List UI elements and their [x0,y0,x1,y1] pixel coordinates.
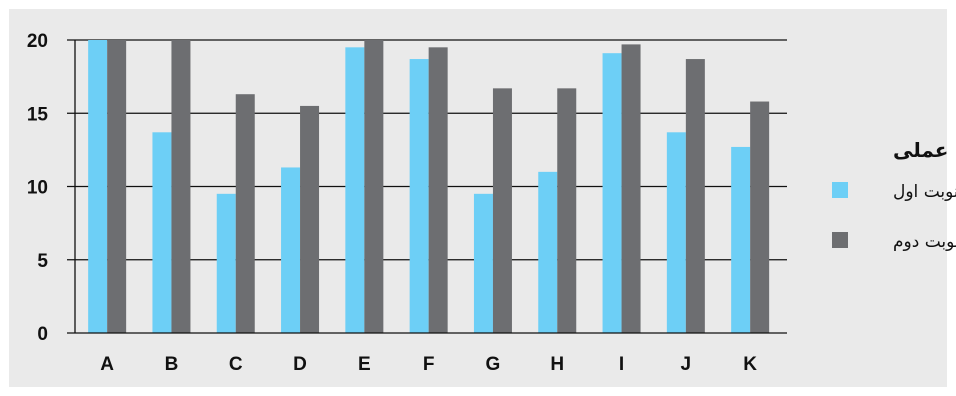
bar-B-series-1 [152,132,172,333]
x-tick-label: H [550,354,564,375]
bar-D-series-1 [281,167,301,333]
legend-title: آزمون عملی [893,137,956,162]
axes: 0 5 10 15 20 A B C D E F G H I J K [27,31,787,375]
bar-C-series-2 [235,94,255,333]
bar-I-series-2 [621,44,641,334]
legend-label-series-2: نوبت دوم [893,232,956,252]
x-tick-label: F [423,354,435,375]
legend-swatch-series-1 [832,182,848,198]
legend: آزمون عملی نوبت اول نوبت دوم [832,137,956,252]
bar-E-series-2 [364,40,384,333]
x-tick-label: G [486,354,501,375]
bar-K-series-2 [750,101,770,333]
x-tick-label: E [358,354,371,375]
x-tick-label: C [229,354,243,375]
bar-J-series-2 [685,59,705,334]
legend-swatch-series-2 [832,232,848,248]
x-tick-label: K [743,354,757,375]
bar-H-series-2 [557,88,577,333]
y-tick-label: 10 [27,178,48,199]
bar-C-series-1 [216,193,236,333]
y-tick-label: 15 [27,104,49,125]
legend-label-series-1: نوبت اول [893,182,956,202]
bar-D-series-2 [300,105,320,333]
bar-A-series-2 [107,40,127,333]
bar-F-series-2 [428,47,448,333]
bar-H-series-1 [538,171,558,333]
y-tick-label: 5 [37,251,48,272]
bar-G-series-2 [492,88,512,333]
bars [88,40,770,334]
x-tick-label: A [100,354,114,375]
bar-G-series-1 [473,193,493,333]
x-tick-label: J [681,354,692,375]
y-tick-label: 20 [27,31,48,52]
x-tick-label: B [165,354,179,375]
x-tick-label: D [293,354,307,375]
x-tick-label: I [619,354,624,375]
bar-A-series-1 [88,40,108,333]
bar-J-series-1 [666,132,686,333]
bar-B-series-2 [171,40,191,333]
bar-I-series-1 [602,53,622,334]
y-tick-label: 0 [37,324,48,345]
bar-K-series-1 [731,146,751,333]
bar-E-series-1 [345,47,365,333]
bar-F-series-1 [409,59,429,334]
